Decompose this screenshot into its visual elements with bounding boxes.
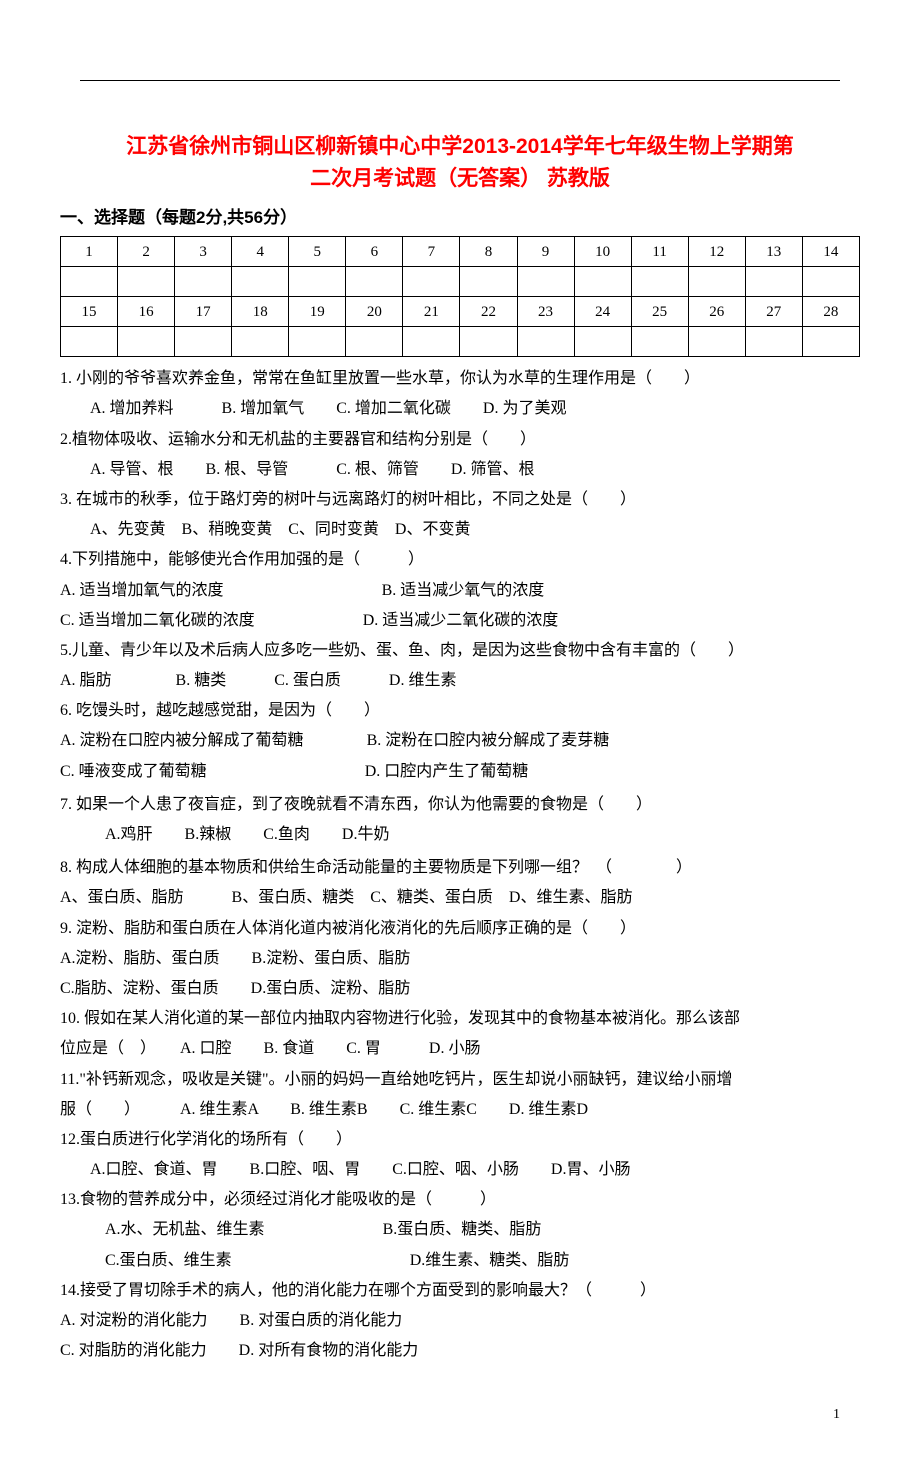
question-4-options-cd: C. 适当增加二氧化碳的浓度 D. 适当减少二氧化碳的浓度: [60, 607, 860, 634]
cell: 24: [574, 297, 631, 327]
question-6: 6. 吃馒头时，越吃越感觉甜，是因为（ ）: [60, 697, 860, 724]
question-9-options-cd: C.脂肪、淀粉、蛋白质 D.蛋白质、淀粉、脂肪: [60, 975, 860, 1002]
cell: 16: [118, 297, 175, 327]
question-10: 10. 假如在某人消化道的某一部位内抽取内容物进行化验，发现其中的食物基本被消化…: [60, 1005, 860, 1032]
question-13-options-cd: C.蛋白质、维生素 D.维生素、糖类、脂肪: [60, 1247, 860, 1274]
cell: 10: [574, 237, 631, 267]
cell: 26: [688, 297, 745, 327]
question-5: 5.儿童、青少年以及术后病人应多吃一些奶、蛋、鱼、肉，是因为这些食物中含有丰富的…: [60, 637, 860, 664]
question-14: 14.接受了胃切除手术的病人，他的消化能力在哪个方面受到的影响最大？（ ）: [60, 1277, 860, 1304]
question-11: 11."补钙新观念，吸收是关键"。小丽的妈妈一直给她吃钙片，医生却说小丽缺钙，建…: [60, 1066, 860, 1093]
section-1-header: 一、选择题（每题2分,共56分）: [60, 204, 860, 231]
question-6-options-cd: C. 唾液变成了葡萄糖 D. 口腔内产生了葡萄糖: [60, 758, 860, 785]
cell: 23: [517, 297, 574, 327]
question-6-options-ab: A. 淀粉在口腔内被分解成了葡萄糖 B. 淀粉在口腔内被分解成了麦芽糖: [60, 727, 860, 754]
question-5-options: A. 脂肪 B. 糖类 C. 蛋白质 D. 维生素: [60, 667, 860, 694]
question-12: 12.蛋白质进行化学消化的场所有（ ）: [60, 1126, 860, 1153]
q13-opt-a: A.水、无机盐、维生素: [105, 1221, 265, 1238]
question-4-options-ab: A. 适当增加氧气的浓度 B. 适当减少氧气的浓度: [60, 577, 860, 604]
cell: 4: [232, 237, 289, 267]
question-14-options-ab: A. 对淀粉的消化能力 B. 对蛋白质的消化能力: [60, 1307, 860, 1334]
question-8-options: A、蛋白质、脂肪 B、蛋白质、糖类 C、糖类、蛋白质 D、维生素、脂肪: [60, 884, 860, 911]
q4-opt-d: D. 适当减少二氧化碳的浓度: [363, 612, 559, 629]
cell: 3: [175, 237, 232, 267]
cell: 21: [403, 297, 460, 327]
question-2-options: A. 导管、根 B. 根、导管 C. 根、筛管 D. 筛管、根: [60, 456, 860, 483]
question-14-options-cd: C. 对脂肪的消化能力 D. 对所有食物的消化能力: [60, 1337, 860, 1364]
q13-opt-b: B.蛋白质、糖类、脂肪: [383, 1221, 542, 1238]
question-1: 1. 小刚的爷爷喜欢养金鱼，常常在鱼缸里放置一些水草，你认为水草的生理作用是（ …: [60, 365, 860, 392]
cell: 12: [688, 237, 745, 267]
question-7: 7. 如果一个人患了夜盲症，到了夜晚就看不清东西，你认为他需要的食物是（ ）: [60, 791, 860, 818]
question-4: 4.下列措施中，能够使光合作用加强的是（ ）: [60, 546, 860, 573]
q13-opt-c: C.蛋白质、维生素: [105, 1252, 232, 1269]
question-10-b: 位应是（ ） A. 口腔 B. 食道 C. 胃 D. 小肠: [60, 1035, 860, 1062]
cell: 6: [346, 237, 403, 267]
exam-title: 江苏省徐州市铜山区柳新镇中心中学2013-2014学年七年级生物上学期第 二次月…: [60, 131, 860, 194]
q13-opt-d: D.维生素、糖类、脂肪: [410, 1252, 570, 1269]
cell: 1: [61, 237, 118, 267]
cell: 27: [745, 297, 802, 327]
cell: 25: [631, 297, 688, 327]
question-13-options-ab: A.水、无机盐、维生素 B.蛋白质、糖类、脂肪: [60, 1216, 860, 1243]
cell: 14: [802, 237, 859, 267]
q4-opt-a: A. 适当增加氧气的浓度: [60, 582, 224, 599]
page-number: 1: [60, 1404, 860, 1426]
title-line-2: 二次月考试题（无答案） 苏教版: [60, 163, 860, 195]
cell: 7: [403, 237, 460, 267]
cell: 11: [631, 237, 688, 267]
q6-opt-c: C. 唾液变成了葡萄糖: [60, 763, 207, 780]
cell: 28: [802, 297, 859, 327]
question-3-options: A、先变黄 B、稍晚变黄 C、同时变黄 D、不变黄: [60, 516, 860, 543]
cell: 20: [346, 297, 403, 327]
cell: 2: [118, 237, 175, 267]
question-7-options: A.鸡肝 B.辣椒 C.鱼肉 D.牛奶: [60, 821, 860, 848]
table-row: 15 16 17 18 19 20 21 22 23 24 25 26 27 2…: [61, 297, 860, 327]
q6-opt-a: A. 淀粉在口腔内被分解成了葡萄糖: [60, 732, 304, 749]
question-9: 9. 淀粉、脂肪和蛋白质在人体消化道内被消化液消化的先后顺序正确的是（ ）: [60, 915, 860, 942]
cell: 9: [517, 237, 574, 267]
table-row: 1 2 3 4 5 6 7 8 9 10 11 12 13 14: [61, 237, 860, 267]
q6-opt-b: B. 淀粉在口腔内被分解成了麦芽糖: [367, 732, 610, 749]
q6-opt-d: D. 口腔内产生了葡萄糖: [365, 763, 529, 780]
table-row: [61, 267, 860, 297]
cell: 18: [232, 297, 289, 327]
title-line-1: 江苏省徐州市铜山区柳新镇中心中学2013-2014学年七年级生物上学期第: [60, 131, 860, 163]
question-9-options-ab: A.淀粉、脂肪、蛋白质 B.淀粉、蛋白质、脂肪: [60, 945, 860, 972]
cell: 19: [289, 297, 346, 327]
q4-opt-c: C. 适当增加二氧化碳的浓度: [60, 612, 255, 629]
answer-grid: 1 2 3 4 5 6 7 8 9 10 11 12 13 14 15 16 1…: [60, 236, 860, 357]
question-1-options: A. 增加养料 B. 增加氧气 C. 增加二氧化碳 D. 为了美观: [60, 395, 860, 422]
header-rule: [80, 80, 840, 81]
cell: 13: [745, 237, 802, 267]
cell: 17: [175, 297, 232, 327]
question-13: 13.食物的营养成分中，必须经过消化才能吸收的是（ ）: [60, 1186, 860, 1213]
q4-opt-b: B. 适当减少氧气的浓度: [382, 582, 545, 599]
cell: 8: [460, 237, 517, 267]
question-2: 2.植物体吸收、运输水分和无机盐的主要器官和结构分别是（ ）: [60, 426, 860, 453]
cell: 22: [460, 297, 517, 327]
cell: 15: [61, 297, 118, 327]
table-row: [61, 327, 860, 357]
question-3: 3. 在城市的秋季，位于路灯旁的树叶与远离路灯的树叶相比，不同之处是（ ）: [60, 486, 860, 513]
cell: 5: [289, 237, 346, 267]
question-8: 8. 构成人体细胞的基本物质和供给生命活动能量的主要物质是下列哪一组？ （ ）: [60, 854, 860, 881]
question-12-options: A.口腔、食道、胃 B.口腔、咽、胃 C.口腔、咽、小肠 D.胃、小肠: [60, 1156, 860, 1183]
question-11-b: 服（ ） A. 维生素A B. 维生素B C. 维生素C D. 维生素D: [60, 1096, 860, 1123]
